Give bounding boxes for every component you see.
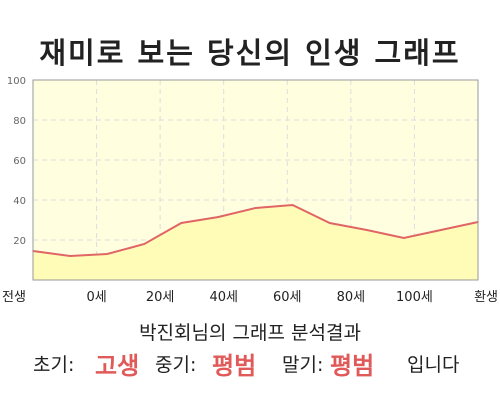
middle-label: 중기: (155, 354, 197, 376)
data-point (403, 237, 405, 239)
x-tick-label: 0세 (86, 290, 106, 305)
plot-frame (32, 79, 479, 281)
data-point (440, 229, 442, 231)
data-point (69, 255, 71, 257)
late-label: 말기: (282, 354, 324, 376)
data-point (254, 207, 257, 209)
x-tick-labels: 전생 0세 20세 40세 60세 80세 100세 환생 (2, 290, 498, 305)
middle-verdict: 평범 (212, 352, 257, 380)
data-point (365, 229, 368, 231)
early-verdict: 고생 (95, 352, 140, 380)
x-tick-label: 40세 (209, 290, 238, 305)
data-point (291, 204, 294, 206)
analysis-caption: 박진회님의 그래프 분석결과 (139, 322, 361, 344)
data-point (328, 222, 331, 224)
y-tick-label: 20 (13, 236, 26, 247)
late-verdict: 평범 (330, 352, 375, 380)
y-tick-label: 80 (13, 116, 26, 127)
data-point (217, 216, 220, 218)
page-title: 재미로 보는 당신의 인생 그래프 (39, 36, 461, 70)
y-tick-labels: 20 40 60 80 100 (7, 76, 26, 247)
data-point (106, 253, 108, 255)
data-point (143, 243, 146, 245)
result-suffix: 입니다 (407, 354, 460, 376)
x-tick-label: 20세 (146, 290, 175, 305)
x-tick-label: 100세 (396, 290, 433, 305)
x-tick-label: 80세 (337, 290, 366, 305)
x-tick-label: 전생 (2, 290, 26, 305)
area-layer (32, 79, 479, 281)
early-label: 초기: (33, 354, 75, 376)
series-area (33, 205, 478, 280)
y-tick-label: 40 (13, 196, 26, 207)
y-tick-label: 60 (13, 156, 26, 167)
y-tick-label: 100 (7, 76, 26, 87)
data-point (180, 222, 183, 224)
x-tick-label: 환생 (474, 290, 498, 305)
x-tick-label: 60세 (273, 290, 302, 305)
life-graph-chart: 20 40 60 80 100 전생 0세 20세 40세 60세 80세 100세 환생 (2, 76, 498, 305)
